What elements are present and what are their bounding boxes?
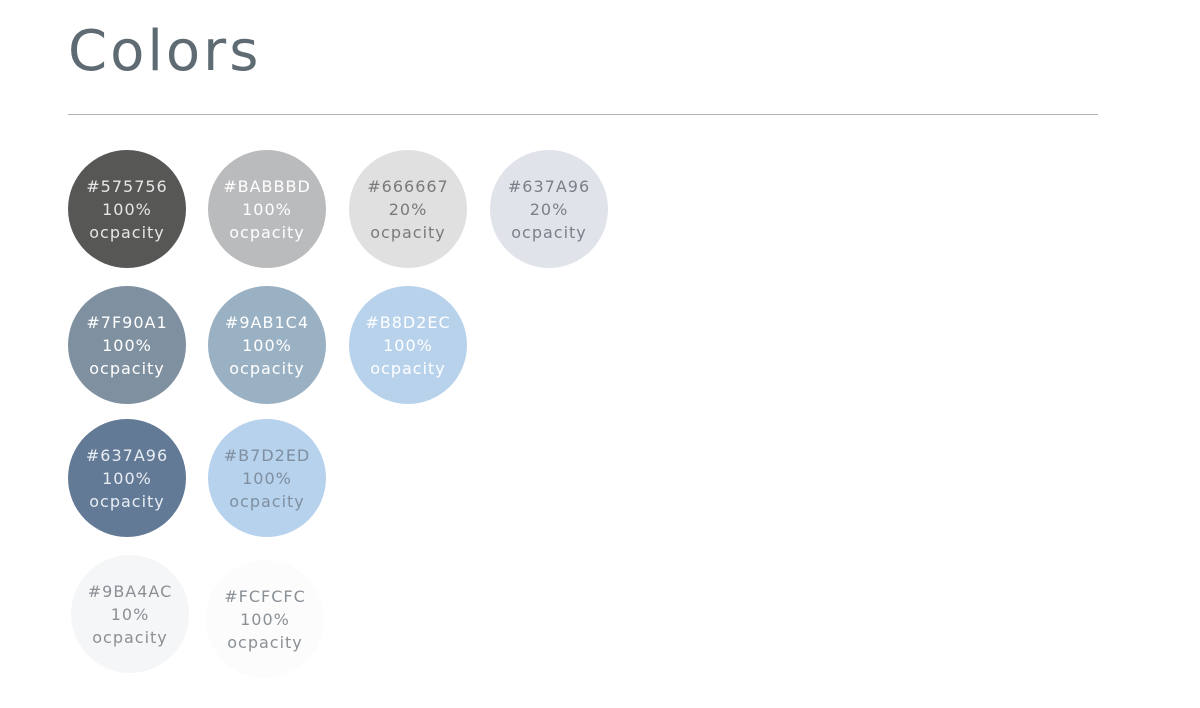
swatch-hex: #FCFCFC <box>224 586 306 606</box>
color-swatch-575756: #575756 100% ocpacity <box>68 150 186 268</box>
swatch-opacity-label: ocpacity <box>229 358 305 378</box>
color-swatch-666667: #666667 20% ocpacity <box>349 150 467 268</box>
color-swatch-babbbd: #BABBBD 100% ocpacity <box>208 150 326 268</box>
swatch-opacity: 20% <box>529 199 569 219</box>
swatch-opacity-label: ocpacity <box>370 222 446 242</box>
color-swatch-9ba4ac: #9BA4AC 10% ocpacity <box>71 555 189 673</box>
swatch-hex: #9AB1C4 <box>224 312 310 332</box>
swatch-opacity-label: ocpacity <box>229 222 305 242</box>
swatch-opacity-label: ocpacity <box>370 358 446 378</box>
color-swatch-b8d2ec: #B8D2EC 100% ocpacity <box>349 286 467 404</box>
swatch-hex: #B8D2EC <box>365 312 451 332</box>
swatch-opacity-label: ocpacity <box>89 358 165 378</box>
title-divider <box>68 114 1098 115</box>
color-swatch-fcfcfc: #FCFCFC 100% ocpacity <box>206 560 324 678</box>
swatch-hex: #637A96 <box>85 445 169 465</box>
color-swatch-b7d2ed: #B7D2ED 100% ocpacity <box>208 419 326 537</box>
swatch-opacity: 100% <box>102 335 152 355</box>
swatch-hex: #B7D2ED <box>223 445 311 465</box>
swatch-opacity-label: ocpacity <box>89 491 165 511</box>
page-title: Colors <box>68 19 262 84</box>
swatch-hex: #666667 <box>367 176 449 196</box>
swatch-opacity-label: ocpacity <box>92 627 168 647</box>
swatch-opacity-label: ocpacity <box>511 222 587 242</box>
color-swatch-7f90a1: #7F90A1 100% ocpacity <box>68 286 186 404</box>
swatch-opacity-label: ocpacity <box>89 222 165 242</box>
color-swatch-9ab1c4: #9AB1C4 100% ocpacity <box>208 286 326 404</box>
swatch-opacity: 10% <box>110 604 150 624</box>
swatch-opacity: 100% <box>242 335 292 355</box>
swatch-opacity: 20% <box>388 199 428 219</box>
swatch-hex: #575756 <box>86 176 168 196</box>
color-swatch-637a96-light: #637A96 20% ocpacity <box>490 150 608 268</box>
swatch-hex: #637A96 <box>507 176 591 196</box>
swatch-opacity-label: ocpacity <box>229 491 305 511</box>
swatch-hex: #7F90A1 <box>86 312 168 332</box>
swatch-hex: #9BA4AC <box>87 581 173 601</box>
swatch-opacity: 100% <box>102 468 152 488</box>
swatch-opacity: 100% <box>242 199 292 219</box>
swatch-hex: #BABBBD <box>223 176 311 196</box>
swatch-opacity: 100% <box>102 199 152 219</box>
swatch-opacity: 100% <box>383 335 433 355</box>
swatch-opacity: 100% <box>242 468 292 488</box>
swatch-opacity-label: ocpacity <box>227 632 303 652</box>
color-swatch-637a96: #637A96 100% ocpacity <box>68 419 186 537</box>
swatch-opacity: 100% <box>240 609 290 629</box>
